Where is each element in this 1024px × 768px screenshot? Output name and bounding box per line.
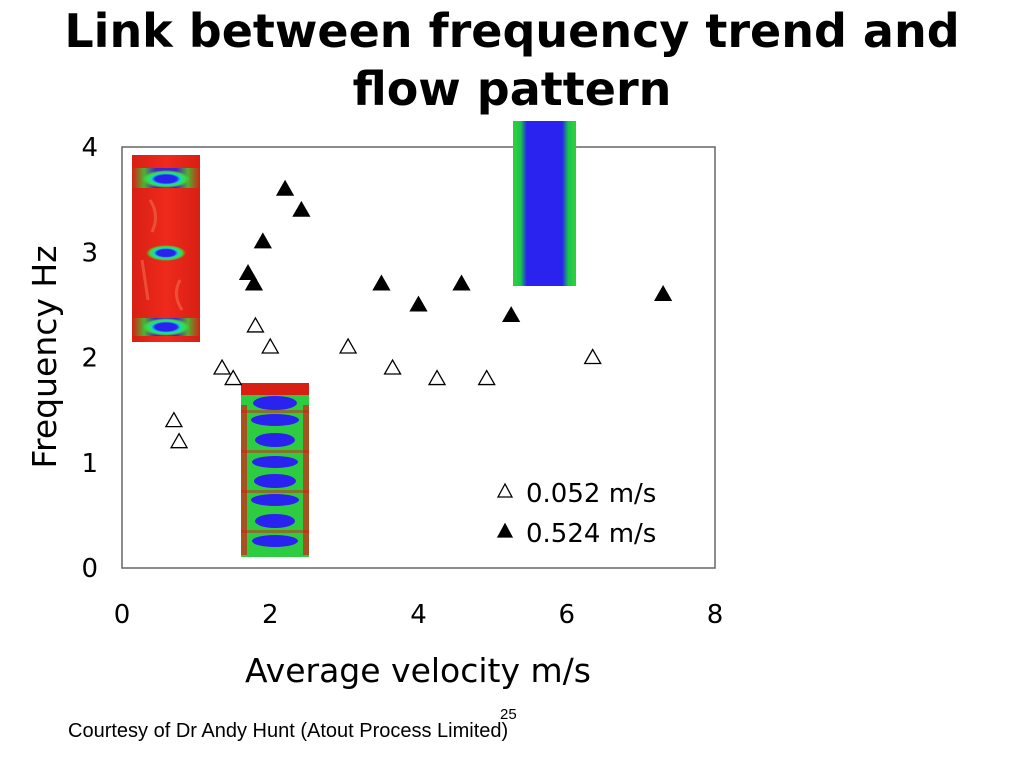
title-line-1: Link between frequency trend and: [64, 4, 960, 58]
data-point-0052: [261, 337, 280, 354]
x-tick-label: 4: [410, 600, 427, 630]
x-axis-ticks: 0 2 4 6 8: [114, 600, 724, 630]
tomogram-image-bubbly: [241, 383, 309, 557]
tomogram-image-annular: [513, 121, 576, 286]
data-point-0524: [653, 285, 673, 302]
data-point-0052: [246, 316, 265, 333]
data-point-0524: [244, 274, 264, 291]
y-tick-label: 4: [81, 133, 98, 163]
data-point-0524: [372, 274, 391, 291]
data-point-0052: [477, 369, 496, 386]
data-point-0052: [224, 369, 243, 386]
data-point-0052: [583, 348, 602, 365]
data-point-0524: [253, 232, 272, 249]
data-point-0524: [502, 306, 521, 323]
x-axis-label: Average velocity m/s: [245, 651, 591, 690]
data-point-0524: [452, 274, 471, 291]
title-line-2: flow pattern: [352, 62, 672, 116]
y-axis-label: Frequency Hz: [25, 245, 64, 468]
data-point-0524: [292, 200, 311, 217]
y-tick-label: 3: [81, 238, 98, 268]
data-point-0052: [212, 358, 232, 375]
legend-filled-triangle-icon: [496, 522, 514, 538]
slide-title: Link between frequency trend and flow pa…: [0, 2, 1024, 118]
y-tick-label: 1: [81, 449, 98, 479]
legend-open-triangle-icon: [496, 482, 514, 498]
x-tick-label: 6: [558, 600, 575, 630]
footer-credit: Courtesy of Dr Andy Hunt (Atout Process …: [68, 720, 509, 742]
x-tick-label: 2: [262, 600, 279, 630]
data-point-0524: [275, 179, 295, 196]
data-point-0524: [409, 295, 428, 312]
x-tick-label: 8: [707, 600, 724, 630]
x-tick-label: 0: [114, 600, 131, 630]
legend-label-series-1: 0.052 m/s: [526, 479, 656, 509]
y-tick-label: 2: [81, 344, 98, 374]
data-point-0052: [164, 411, 184, 428]
page-number: 25: [500, 706, 517, 723]
data-point-0052: [427, 369, 447, 386]
y-tick-label: 0: [81, 554, 98, 584]
legend-label-series-2: 0.524 m/s: [526, 519, 656, 549]
plot-area: [121, 146, 716, 569]
legend: 0.052 m/s 0.524 m/s: [496, 479, 656, 549]
tomogram-image-slug: [132, 155, 200, 342]
data-point-0052: [169, 432, 189, 449]
data-markers: [164, 179, 673, 449]
data-point-0524: [238, 263, 258, 280]
data-point-0052: [338, 337, 358, 354]
y-axis-ticks: 0 1 2 3 4: [81, 133, 98, 584]
data-point-0052: [383, 358, 402, 375]
